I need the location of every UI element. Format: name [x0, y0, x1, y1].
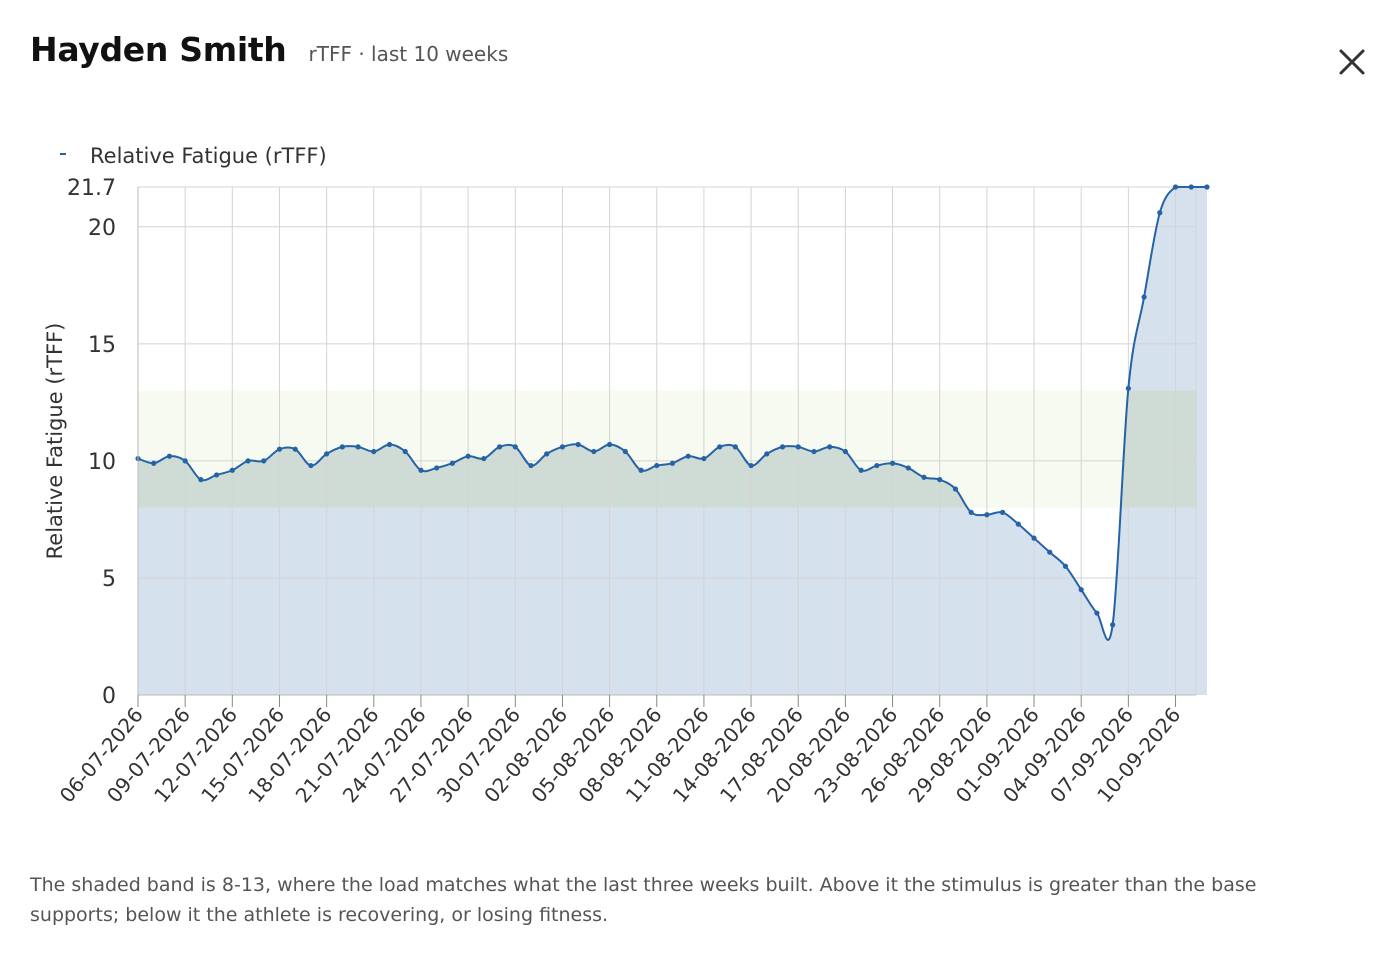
data-point: [371, 448, 377, 455]
data-point: [984, 512, 990, 518]
header: Hayden Smith rTFF · last 10 weeks: [30, 30, 508, 69]
data-point: [764, 451, 770, 457]
grid-layer: [137, 186, 1197, 696]
data-point: [937, 477, 943, 483]
chart-subtitle: rTFF · last 10 weeks: [308, 42, 509, 66]
data-point: [748, 462, 754, 469]
data-point: [198, 477, 204, 483]
data-point: [276, 446, 283, 452]
data-point: [811, 448, 817, 455]
data-point: [481, 455, 487, 462]
data-point: [465, 453, 471, 459]
data-point: [166, 453, 173, 459]
data-point: [229, 467, 235, 473]
data-point: [701, 455, 707, 462]
data-point: [449, 460, 455, 466]
data-point: [386, 441, 393, 448]
y-tick-label: 5: [102, 567, 116, 592]
data-point: [795, 444, 801, 450]
fatigue-chart-svg: 0510152021.706-07-202609-07-202612-07-20…: [43, 144, 1210, 807]
data-point: [1062, 563, 1069, 569]
data-point: [842, 448, 849, 455]
legend: Relative Fatigue (rTFF): [60, 144, 327, 168]
y-tick-label: 10: [88, 450, 116, 475]
data-point: [779, 444, 786, 450]
data-point: [669, 460, 676, 466]
data-point: [968, 509, 974, 516]
data-point: [1078, 587, 1084, 593]
data-point: [1141, 294, 1147, 300]
y-tick-label: 21.7: [67, 176, 116, 201]
y-tick-label: 20: [88, 216, 116, 241]
data-point: [952, 486, 959, 492]
data-point: [1172, 184, 1179, 190]
data-point: [214, 472, 220, 478]
data-point: [1015, 521, 1021, 527]
data-point: [827, 444, 833, 450]
data-point: [434, 465, 440, 471]
data-point: [1204, 184, 1210, 190]
data-point: [292, 446, 298, 452]
data-point: [355, 444, 361, 450]
data-point: [1188, 184, 1194, 190]
data-point: [591, 448, 597, 455]
y-tick-label: 0: [102, 684, 116, 709]
y-tick-label: 15: [88, 333, 116, 358]
data-point: [717, 444, 723, 450]
athlete-name: Hayden Smith: [30, 30, 287, 69]
fatigue-chart: 0 5 10 15 20 21.7 06-07-2026 09-07-2026 12-07-20…: [0, 130, 1400, 850]
close-icon: [1339, 49, 1365, 75]
data-point: [1157, 210, 1163, 216]
data-point: [921, 474, 927, 480]
data-point: [1031, 535, 1037, 541]
data-point: [1125, 385, 1131, 391]
data-point: [889, 460, 896, 466]
data-point: [1094, 610, 1100, 616]
close-button[interactable]: [1330, 40, 1374, 84]
legend-label: Relative Fatigue (rTFF): [90, 144, 327, 168]
band-layer: [138, 390, 1196, 508]
data-point: [575, 441, 581, 448]
data-point: [622, 448, 628, 455]
data-point: [654, 462, 660, 469]
data-point: [874, 462, 880, 469]
data-point: [1047, 549, 1053, 555]
data-point: [685, 453, 691, 459]
data-point: [245, 458, 251, 464]
data-point: [324, 451, 330, 457]
data-point: [638, 467, 644, 473]
data-point: [151, 460, 157, 466]
data-point: [402, 448, 408, 455]
data-point: [544, 451, 550, 457]
data-point: [1000, 509, 1006, 516]
data-point: [905, 465, 911, 471]
data-point: [858, 467, 864, 473]
data-point: [512, 444, 518, 450]
data-point: [308, 462, 314, 469]
data-point: [732, 444, 738, 450]
data-point: [559, 444, 566, 450]
data-point: [182, 458, 188, 464]
data-point: [607, 441, 613, 448]
footnote: The shaded band is 8-13, where the load …: [30, 874, 1257, 926]
data-point: [339, 444, 345, 450]
y-axis-label: Relative Fatigue (rTFF): [43, 323, 67, 560]
points-layer: [135, 184, 1210, 628]
data-point: [528, 462, 534, 469]
data-point: [1110, 622, 1116, 628]
data-point: [418, 467, 424, 473]
data-point: [261, 458, 267, 464]
data-point: [496, 444, 503, 450]
